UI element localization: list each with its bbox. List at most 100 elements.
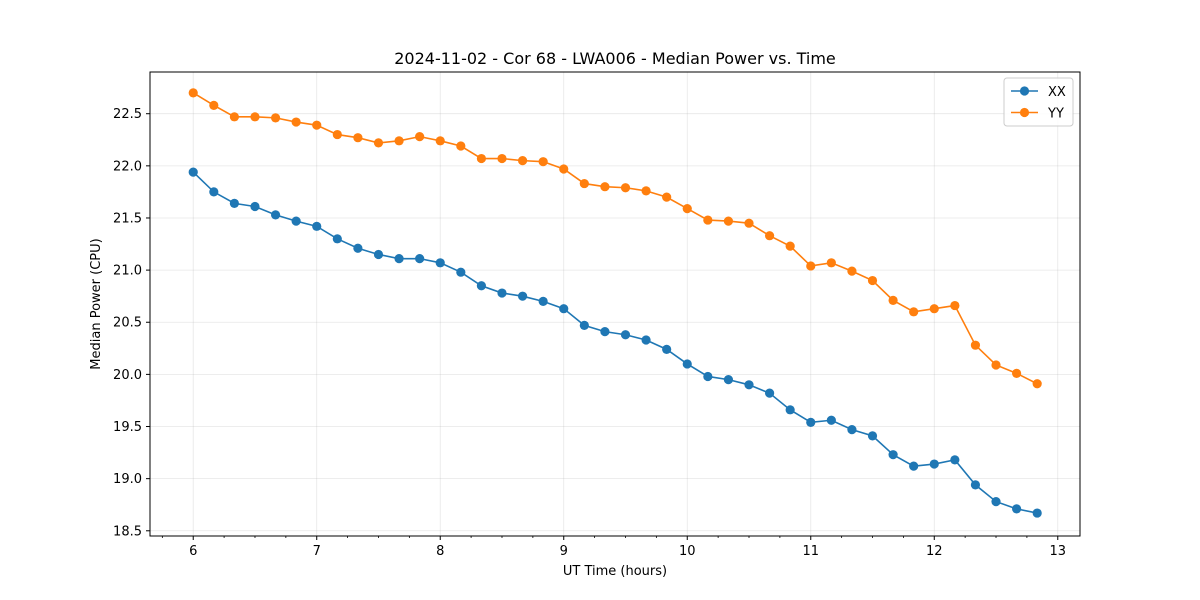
data-point-xx[interactable] xyxy=(785,405,795,415)
y-tick-label: 20.5 xyxy=(113,316,142,331)
axis-layer: 6 7 8 9 10 11 12 13 18.5 19.0 19.5 20.0 20.5 21.0 21.5… xyxy=(113,107,1066,559)
data-point-yy[interactable] xyxy=(229,112,239,122)
data-point-xx[interactable] xyxy=(764,388,775,398)
data-point-yy[interactable] xyxy=(723,216,734,226)
data-point-xx[interactable] xyxy=(847,425,857,435)
data-point-xx[interactable] xyxy=(806,417,816,427)
data-point-xx[interactable] xyxy=(620,330,631,340)
data-point-yy[interactable] xyxy=(909,307,919,317)
data-point-yy[interactable] xyxy=(209,100,219,110)
data-point-yy[interactable] xyxy=(476,153,487,164)
data-point-xx[interactable] xyxy=(394,254,404,264)
data-point-xx[interactable] xyxy=(826,415,836,425)
data-point-xx[interactable] xyxy=(950,455,960,465)
data-point-yy[interactable] xyxy=(373,138,384,148)
x-tick-label: 6 xyxy=(189,544,197,559)
data-point-yy[interactable] xyxy=(867,275,878,286)
data-point-xx[interactable] xyxy=(229,198,239,208)
y-tick-label: 22.0 xyxy=(113,159,142,174)
data-point-yy[interactable] xyxy=(620,183,631,193)
data-point-xx[interactable] xyxy=(270,210,281,220)
y-tick-label: 22.5 xyxy=(113,107,142,122)
legend[interactable]: XX YY xyxy=(1003,77,1074,127)
data-point-yy[interactable] xyxy=(970,340,981,350)
data-point-xx[interactable] xyxy=(353,243,363,253)
data-point-yy[interactable] xyxy=(929,304,939,314)
data-point-xx[interactable] xyxy=(415,254,425,264)
data-point-yy[interactable] xyxy=(312,120,322,130)
data-point-xx[interactable] xyxy=(744,380,754,390)
data-point-xx[interactable] xyxy=(209,187,219,197)
data-point-yy[interactable] xyxy=(641,186,651,196)
data-point-xx[interactable] xyxy=(250,201,260,212)
data-point-xx[interactable] xyxy=(867,431,878,441)
data-point-xx[interactable] xyxy=(291,216,301,226)
data-point-xx[interactable] xyxy=(373,249,384,260)
y-axis-label: Median Power (CPU) xyxy=(89,238,104,369)
y-tick-label: 20.0 xyxy=(113,368,142,383)
y-tick-label: 21.0 xyxy=(113,264,142,279)
data-point-yy[interactable] xyxy=(703,215,713,225)
y-tick-label: 19.0 xyxy=(113,472,142,487)
y-tick-label: 19.5 xyxy=(113,420,142,435)
data-point-yy[interactable] xyxy=(394,136,404,146)
data-point-xx[interactable] xyxy=(559,304,569,314)
data-point-xx[interactable] xyxy=(435,258,445,268)
data-point-yy[interactable] xyxy=(559,164,569,174)
series-layer xyxy=(188,88,1042,518)
data-point-yy[interactable] xyxy=(991,360,1001,370)
data-point-yy[interactable] xyxy=(332,129,342,140)
data-point-xx[interactable] xyxy=(188,167,198,177)
data-point-xx[interactable] xyxy=(332,234,342,244)
data-point-yy[interactable] xyxy=(250,112,260,122)
data-point-yy[interactable] xyxy=(270,113,281,123)
data-point-yy[interactable] xyxy=(517,156,528,166)
data-point-yy[interactable] xyxy=(579,178,589,189)
data-point-yy[interactable] xyxy=(806,261,816,271)
data-point-xx[interactable] xyxy=(1012,504,1022,514)
data-point-yy[interactable] xyxy=(538,157,548,167)
data-point-yy[interactable] xyxy=(1032,379,1042,389)
data-point-yy[interactable] xyxy=(847,266,857,276)
data-point-yy[interactable] xyxy=(497,153,507,164)
data-point-xx[interactable] xyxy=(497,288,507,298)
data-point-yy[interactable] xyxy=(291,117,301,127)
y-tick-label: 21.5 xyxy=(113,211,142,226)
data-point-xx[interactable] xyxy=(970,480,981,490)
data-point-xx[interactable] xyxy=(641,335,651,345)
data-point-xx[interactable] xyxy=(579,320,589,330)
data-point-xx[interactable] xyxy=(662,344,672,354)
legend-label-xx: XX xyxy=(1048,85,1066,100)
data-point-yy[interactable] xyxy=(888,295,898,305)
data-point-yy[interactable] xyxy=(1012,368,1022,378)
data-point-yy[interactable] xyxy=(682,203,692,214)
data-point-xx[interactable] xyxy=(682,359,692,369)
data-point-xx[interactable] xyxy=(991,496,1001,507)
data-point-yy[interactable] xyxy=(785,241,795,251)
data-point-xx[interactable] xyxy=(456,267,466,277)
data-point-yy[interactable] xyxy=(764,231,775,241)
data-point-yy[interactable] xyxy=(435,136,445,146)
data-point-yy[interactable] xyxy=(353,133,363,143)
data-point-xx[interactable] xyxy=(723,374,734,385)
data-point-xx[interactable] xyxy=(703,371,713,382)
x-tick-label: 7 xyxy=(313,544,321,559)
data-point-yy[interactable] xyxy=(744,218,754,228)
data-point-yy[interactable] xyxy=(188,88,198,98)
data-point-xx[interactable] xyxy=(909,461,919,471)
data-point-xx[interactable] xyxy=(476,281,487,291)
data-point-yy[interactable] xyxy=(826,258,836,268)
data-point-yy[interactable] xyxy=(415,132,425,142)
data-point-xx[interactable] xyxy=(600,327,610,337)
data-point-yy[interactable] xyxy=(950,300,960,311)
data-point-xx[interactable] xyxy=(517,291,528,301)
data-point-xx[interactable] xyxy=(312,221,322,231)
data-point-yy[interactable] xyxy=(456,141,466,151)
data-point-xx[interactable] xyxy=(1032,508,1042,518)
data-point-yy[interactable] xyxy=(600,182,610,192)
data-point-yy[interactable] xyxy=(662,192,672,202)
x-tick-label: 13 xyxy=(1049,544,1066,559)
data-point-xx[interactable] xyxy=(888,450,898,460)
data-point-xx[interactable] xyxy=(929,459,939,469)
data-point-xx[interactable] xyxy=(538,296,548,306)
